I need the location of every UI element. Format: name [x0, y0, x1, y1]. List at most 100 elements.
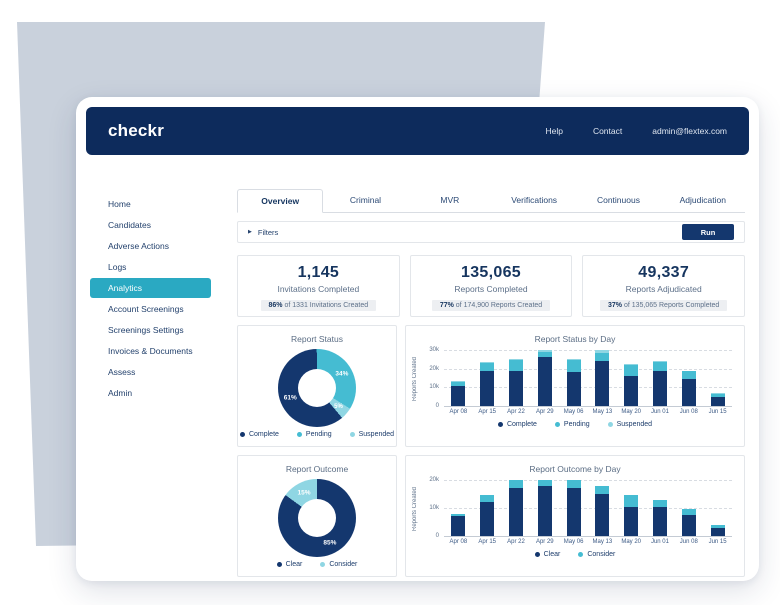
sidebar-item-screenings-settings[interactable]: Screenings Settings [108, 325, 184, 335]
bar-segment-clear [710, 527, 725, 536]
bar-segment-pending [681, 371, 696, 379]
stat-badge-pct: 86% [268, 302, 283, 309]
bar-segment-clear [595, 494, 610, 536]
bar-segment-suspended [710, 393, 725, 394]
filters-expand-icon[interactable]: ▶ [248, 229, 252, 235]
tab-criminal[interactable]: Criminal [349, 195, 382, 205]
bar-segment-suspended [595, 350, 610, 353]
checkr-logo: checkr [108, 121, 165, 140]
legend-label: Consider [329, 561, 358, 568]
chart-legend: Complete Pending Suspended [239, 431, 395, 438]
bar-segment-consider [595, 485, 610, 494]
legend-dot-icon [607, 422, 613, 427]
legend-item-suspended[interactable]: Suspended [349, 431, 395, 438]
stat-badge-rest: of 1331 Invitations Created [282, 302, 369, 309]
y-tick-label: 20k [429, 365, 439, 372]
bar-segment-clear [451, 516, 466, 536]
run-button[interactable]: Run [682, 224, 734, 240]
chart-legend: Clear Consider [406, 551, 744, 558]
legend-item-clear[interactable]: Clear [276, 561, 302, 568]
x-tick-label: Jun 08 [679, 539, 698, 545]
tabs: Overview Criminal MVR Verifications Continuo… [237, 189, 745, 213]
chart-legend: Complete Pending Suspended [406, 421, 744, 428]
bar-may-20 [624, 350, 639, 406]
tab-adjudication[interactable]: Adjudication [679, 195, 726, 205]
sidebar-item-logs[interactable]: Logs [108, 262, 127, 272]
stat-label: Reports Adjudicated [625, 284, 702, 294]
topbar-link-admin-flextex-com[interactable]: admin@flextex.com [652, 126, 727, 136]
report-status-by-day-card: Report Status by Day Reports Created 30k 20… [405, 325, 745, 447]
bar-plot: 20k 10k 0 [429, 477, 732, 539]
stat-value: 135,065 [461, 264, 521, 281]
sidebar-item-adverse-actions[interactable]: Adverse Actions [108, 241, 169, 251]
bar-segment-clear [624, 506, 639, 536]
top-navbar: checkr Help Contact admin@flextex.com [86, 107, 749, 155]
legend-item-consider[interactable]: Consider [578, 551, 615, 558]
sidebar-item-analytics[interactable]: Analytics [90, 278, 211, 298]
tab-mvr[interactable]: MVR [440, 195, 460, 205]
dashboard-window: checkr Help Contact admin@flextex.com Home… [76, 97, 759, 581]
stat-badge: 77% of 174,900 Reports Created [431, 300, 551, 311]
legend-dot-icon [534, 552, 540, 557]
filters-label[interactable]: Filters [257, 227, 279, 237]
topbar-link-contact[interactable]: Contact [592, 126, 623, 136]
legend-label: Suspended [358, 431, 395, 438]
x-tick-label: Apr 08 [449, 409, 468, 415]
chart-title: Report Status [291, 334, 343, 344]
bar-jun-01 [652, 350, 667, 406]
sidebar-item-admin[interactable]: Admin [108, 388, 133, 398]
bar-segment-pending [451, 381, 466, 387]
bar-segment-pending [566, 360, 581, 373]
bars-layer [444, 480, 732, 536]
y-axis-label: Reports Created [412, 486, 418, 532]
bar-chart-body: 30k 20k 10k 0 Apr 08 Apr 15 Apr 22 Apr 29 May 06… [429, 347, 732, 415]
legend-dot-icon [320, 562, 326, 567]
bar-segment-pending [652, 362, 667, 371]
sidebar-item-invoices-documents[interactable]: Invoices & Documents [108, 346, 193, 356]
legend-item-consider[interactable]: Consider [320, 561, 357, 568]
legend-item-complete[interactable]: Complete [239, 431, 279, 438]
bar-apr-15 [480, 480, 495, 536]
bar-segment-suspended [508, 359, 523, 361]
legend-dot-icon [349, 432, 355, 437]
donut-slice-label-suspended: 5% [334, 403, 343, 410]
gridline [444, 350, 732, 351]
legend-item-complete[interactable]: Complete [497, 421, 537, 428]
filters-bar[interactable]: ▶ Filters Run [237, 221, 745, 243]
sidebar-item-home[interactable]: Home [108, 199, 131, 209]
bar-apr-08 [451, 350, 466, 406]
chart-title: Report Outcome [285, 464, 349, 474]
donut-slice-label-complete: 61% [283, 394, 297, 402]
sidebar-item-candidates[interactable]: Candidates [108, 220, 152, 230]
legend-item-clear[interactable]: Clear [534, 551, 560, 558]
report-outcome-by-day-card: Report Outcome by Day Reports Created 20k 1… [405, 455, 745, 577]
bar-may-13 [595, 350, 610, 406]
gridline [444, 406, 732, 407]
bar-segment-pending [710, 393, 725, 397]
gridline [444, 508, 732, 509]
gridline [444, 368, 732, 370]
tab-continuous[interactable]: Continuous [596, 195, 640, 205]
stat-label: Reports Completed [454, 284, 528, 294]
x-tick-label: Apr 22 [507, 539, 525, 545]
stat-card-invitations-completed: 1,145 Invitations Completed 86% of 1331 In… [237, 255, 400, 317]
bar-segment-consider [451, 513, 466, 517]
topbar-link-help[interactable]: Help [545, 126, 563, 136]
legend-item-suspended[interactable]: Suspended [607, 421, 652, 428]
bar-segment-clear [566, 488, 581, 536]
bar-segment-suspended [566, 359, 581, 361]
legend-item-pending[interactable]: Pending [554, 421, 590, 428]
y-tick-label: 10k [429, 384, 439, 391]
tab-overview[interactable]: Overview [237, 189, 324, 213]
legend-dot-icon [296, 432, 302, 437]
sidebar-item-account-screenings[interactable]: Account Screenings [108, 304, 184, 314]
sidebar-item-assess[interactable]: Assess [108, 367, 136, 377]
bar-segment-consider [681, 509, 696, 515]
donut-hole [298, 369, 336, 407]
x-tick-label: Apr 29 [535, 409, 554, 415]
tab-verifications[interactable]: Verifications [511, 195, 558, 205]
bar-segment-complete [710, 396, 725, 406]
legend-item-pending[interactable]: Pending [296, 431, 332, 438]
bar-segment-clear [537, 485, 552, 536]
